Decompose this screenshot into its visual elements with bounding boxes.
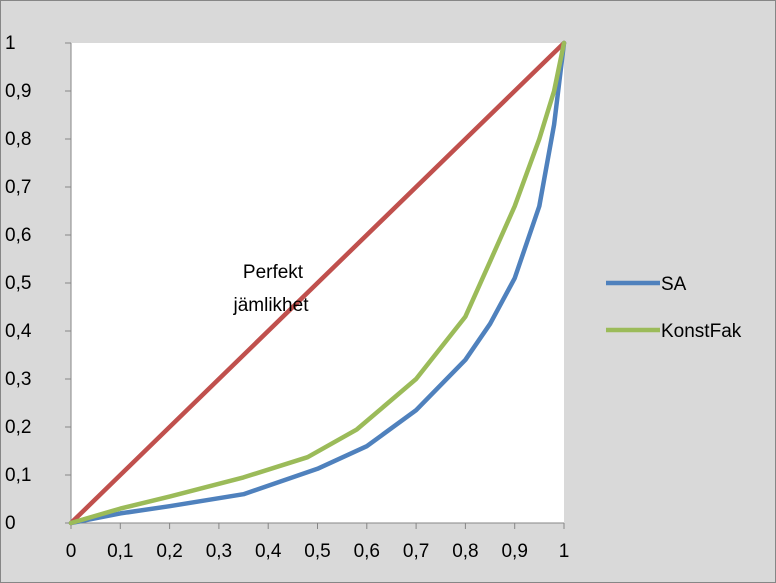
- x-tick-label: 0,6: [354, 541, 380, 562]
- x-tick-label: 0,3: [206, 541, 232, 562]
- series-line-konstfak: [68, 40, 567, 526]
- x-tick-label: 0,9: [501, 541, 527, 562]
- legend-label-sa: SA: [661, 274, 687, 295]
- x-tick-label: 0,8: [452, 541, 478, 562]
- x-tick-label: 0,4: [255, 541, 282, 562]
- y-tick-label: 0,5: [5, 273, 31, 294]
- y-tick-label: 0,3: [5, 369, 31, 390]
- legend: SA KonstFak: [606, 274, 742, 342]
- x-tick-label: 0,2: [156, 541, 182, 562]
- y-tick-label: 0,1: [5, 465, 31, 486]
- x-tick-label: 0,1: [107, 541, 133, 562]
- series-line-sa: [68, 40, 567, 526]
- y-tick-label: 0,7: [5, 177, 31, 198]
- x-tick-label: 0,5: [304, 541, 330, 562]
- annotation-label: jämlikhet: [233, 295, 310, 316]
- y-tick-label: 0,8: [5, 129, 31, 150]
- x-tick-label: 1: [559, 541, 570, 562]
- y-tick-label: 0,6: [5, 225, 31, 246]
- y-tick-label: 0,4: [5, 321, 32, 342]
- series-line-equality: [68, 40, 567, 526]
- legend-label-konstfak: KonstFak: [661, 321, 742, 342]
- y-tick-label: 0: [5, 513, 16, 534]
- annotation-layer: Perfekt jämlikhet: [233, 262, 310, 316]
- y-tick-label: 0,9: [5, 81, 31, 102]
- y-tick-label: 0,2: [5, 417, 31, 438]
- annotation-label: Perfekt: [243, 262, 304, 283]
- series-layer: [68, 40, 567, 526]
- y-tick-label: 1: [5, 33, 16, 54]
- x-tick-label: 0,7: [403, 541, 429, 562]
- x-tick-label: 0: [66, 541, 77, 562]
- axes: 0 0,1 0,2 0,3 0,4 0,5 0,6 0,7 0,8 0,9 1 0 0,1 0,2 0,3 0…: [5, 33, 569, 562]
